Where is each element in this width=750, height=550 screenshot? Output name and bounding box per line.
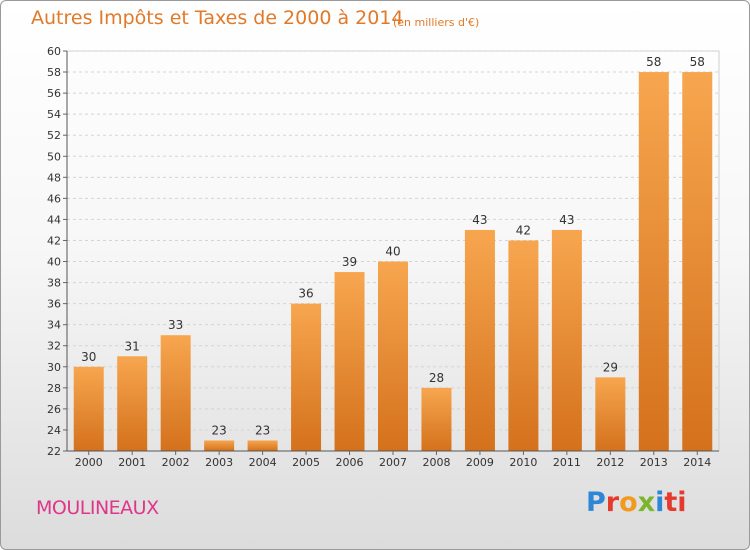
bar: [421, 387, 452, 451]
bar: [638, 72, 669, 451]
y-tick-label: 36: [47, 298, 61, 311]
x-tick-label: 2003: [205, 456, 233, 469]
y-tick-label: 40: [47, 256, 61, 269]
logo-letter: i: [655, 487, 665, 518]
logo-letter: x: [637, 487, 656, 518]
bar: [291, 303, 322, 451]
x-tick-label: 2007: [379, 456, 407, 469]
bar: [682, 72, 713, 451]
bar-value-label: 23: [211, 423, 226, 437]
y-tick-label: 30: [47, 361, 61, 374]
logo-letter: r: [605, 487, 620, 518]
bar-value-label: 23: [255, 423, 270, 437]
bar: [73, 366, 104, 451]
bar: [247, 440, 278, 451]
y-tick-label: 32: [47, 340, 61, 353]
y-tick-label: 54: [47, 108, 61, 121]
logo-letter: P: [586, 487, 606, 518]
chart-subtitle: (en milliers d'€): [393, 16, 480, 29]
x-tick-label: 2009: [466, 456, 494, 469]
y-tick-label: 46: [47, 192, 61, 205]
x-tick-label: 2012: [596, 456, 624, 469]
logo-letter: ti: [664, 487, 687, 518]
bar-value-label: 40: [385, 245, 400, 259]
y-tick-label: 38: [47, 277, 61, 290]
x-tick-label: 2010: [509, 456, 537, 469]
bar: [378, 261, 408, 451]
x-tick-label: 2002: [162, 456, 190, 469]
bar-value-label: 31: [125, 339, 140, 353]
y-tick-label: 60: [47, 45, 61, 58]
x-tick-label: 2013: [640, 456, 668, 469]
y-tick-label: 24: [47, 424, 61, 437]
y-tick-label: 58: [47, 66, 61, 79]
bar-value-label: 39: [342, 255, 357, 269]
bar-value-label: 28: [429, 371, 444, 385]
city-name: MOULINEAUX: [36, 497, 159, 519]
y-tick-label: 26: [47, 403, 61, 416]
bar: [117, 356, 148, 451]
bar-value-label: 58: [690, 55, 705, 69]
y-tick-label: 28: [47, 382, 61, 395]
x-tick-label: 2000: [75, 456, 103, 469]
bar-value-label: 58: [646, 55, 661, 69]
bar: [551, 229, 582, 451]
x-tick-label: 2011: [553, 456, 581, 469]
bar: [464, 229, 495, 451]
proxiti-logo: Proxiti: [586, 487, 687, 518]
x-tick-label: 2005: [292, 456, 320, 469]
y-tick-label: 44: [47, 213, 61, 226]
bar-value-label: 42: [516, 223, 531, 237]
x-tick-label: 2006: [336, 456, 364, 469]
x-tick-label: 2001: [118, 456, 146, 469]
bar: [334, 272, 365, 451]
bar-value-label: 29: [603, 360, 618, 374]
bar: [508, 240, 539, 451]
y-tick-label: 52: [47, 129, 61, 142]
y-tick-label: 22: [47, 445, 61, 458]
x-tick-label: 2008: [422, 456, 450, 469]
y-tick-label: 42: [47, 234, 61, 247]
bar-value-label: 33: [168, 318, 183, 332]
bar: [595, 377, 626, 451]
x-tick-label: 2014: [683, 456, 711, 469]
y-tick-label: 56: [47, 87, 61, 100]
bar-value-label: 43: [559, 213, 574, 227]
y-tick-label: 50: [47, 150, 61, 163]
bar: [160, 335, 191, 451]
y-tick-label: 48: [47, 171, 61, 184]
bar-value-label: 30: [81, 350, 96, 364]
bar-value-label: 36: [298, 287, 313, 301]
bar-value-label: 43: [472, 213, 487, 227]
chart-title: Autres Impôts et Taxes de 2000 à 2014: [31, 7, 404, 29]
x-tick-label: 2004: [249, 456, 277, 469]
bar: [204, 440, 235, 451]
y-tick-label: 34: [47, 319, 61, 332]
logo-letter: o: [619, 487, 638, 518]
